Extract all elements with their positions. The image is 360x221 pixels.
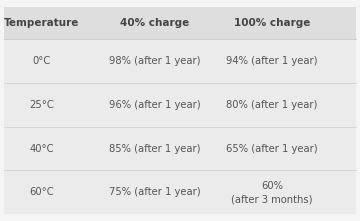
Text: 100% charge: 100% charge — [234, 18, 310, 28]
Text: 40°C: 40°C — [29, 144, 54, 154]
Text: 25°C: 25°C — [29, 100, 54, 110]
Text: 40% charge: 40% charge — [120, 18, 189, 28]
Text: 60°C: 60°C — [29, 187, 54, 197]
Text: 98% (after 1 year): 98% (after 1 year) — [109, 56, 201, 66]
Text: 85% (after 1 year): 85% (after 1 year) — [109, 144, 201, 154]
Text: 80% (after 1 year): 80% (after 1 year) — [226, 100, 318, 110]
Text: 65% (after 1 year): 65% (after 1 year) — [226, 144, 318, 154]
Text: 96% (after 1 year): 96% (after 1 year) — [109, 100, 201, 110]
Bar — [4, 7, 356, 39]
Text: 0°C: 0°C — [32, 56, 50, 66]
Text: Temperature: Temperature — [4, 18, 79, 28]
Text: 60%
(after 3 months): 60% (after 3 months) — [231, 181, 312, 204]
Text: 94% (after 1 year): 94% (after 1 year) — [226, 56, 318, 66]
Text: 75% (after 1 year): 75% (after 1 year) — [109, 187, 201, 197]
